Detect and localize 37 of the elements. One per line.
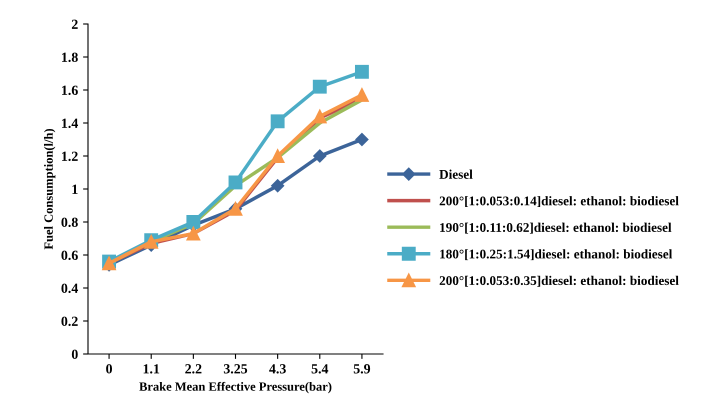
point (270, 114, 285, 128)
point (270, 149, 285, 163)
y-tick-label: 0 (72, 350, 78, 359)
x-tick-label: 5.4 (312, 364, 328, 374)
point (354, 64, 369, 79)
legend-label: 200°[1:0.053:0.14]diesel: ethanol: biodiesel (440, 196, 679, 208)
point (355, 132, 369, 146)
point (313, 149, 326, 163)
point (271, 179, 284, 192)
x-tick-label: 2.2 (185, 364, 202, 374)
y-tick-label: 1.4 (62, 118, 78, 128)
y-tick-label: 1.6 (62, 86, 78, 96)
x-tick-label: 3.25 (224, 364, 248, 374)
y-tick-label: 2 (72, 20, 78, 29)
point (186, 215, 200, 229)
y-tick-label: 0.4 (61, 284, 78, 294)
point (312, 80, 327, 94)
legend-label: 180°[1:0.25:1.54]diesel: ethanol: biodiesel (440, 249, 672, 260)
point (228, 175, 242, 190)
y-tick-label: 1.8 (62, 52, 78, 62)
y-axis-title: Fuel Consumption(l/h) (44, 128, 56, 250)
x-tick-label: 5.9 (354, 364, 370, 374)
legend-label: 190°[1:0.11:0.62]diesel: ethanol: biodiesel (440, 222, 672, 234)
point (354, 88, 369, 102)
legend-label: Diesel (439, 170, 473, 179)
y-tick-label: 0.6 (61, 250, 78, 260)
x-tick-label: 1.1 (144, 364, 160, 374)
legend-label: 200°[1:0.053:0.35]diesel: ethanol: biodiesel (440, 276, 679, 287)
x-tick-label: 4.3 (269, 364, 286, 374)
x-tick-label: 0 (106, 364, 112, 374)
point (312, 109, 327, 124)
y-tick-label: 1 (72, 184, 78, 194)
y-tick-label: 0.2 (61, 316, 78, 326)
y-tick-label: 1.2 (62, 152, 78, 162)
y-tick-label: 0.8 (61, 218, 78, 228)
point (186, 226, 200, 240)
x-axis-title: Brake Mean Effective Pressure(bar) (139, 382, 332, 394)
